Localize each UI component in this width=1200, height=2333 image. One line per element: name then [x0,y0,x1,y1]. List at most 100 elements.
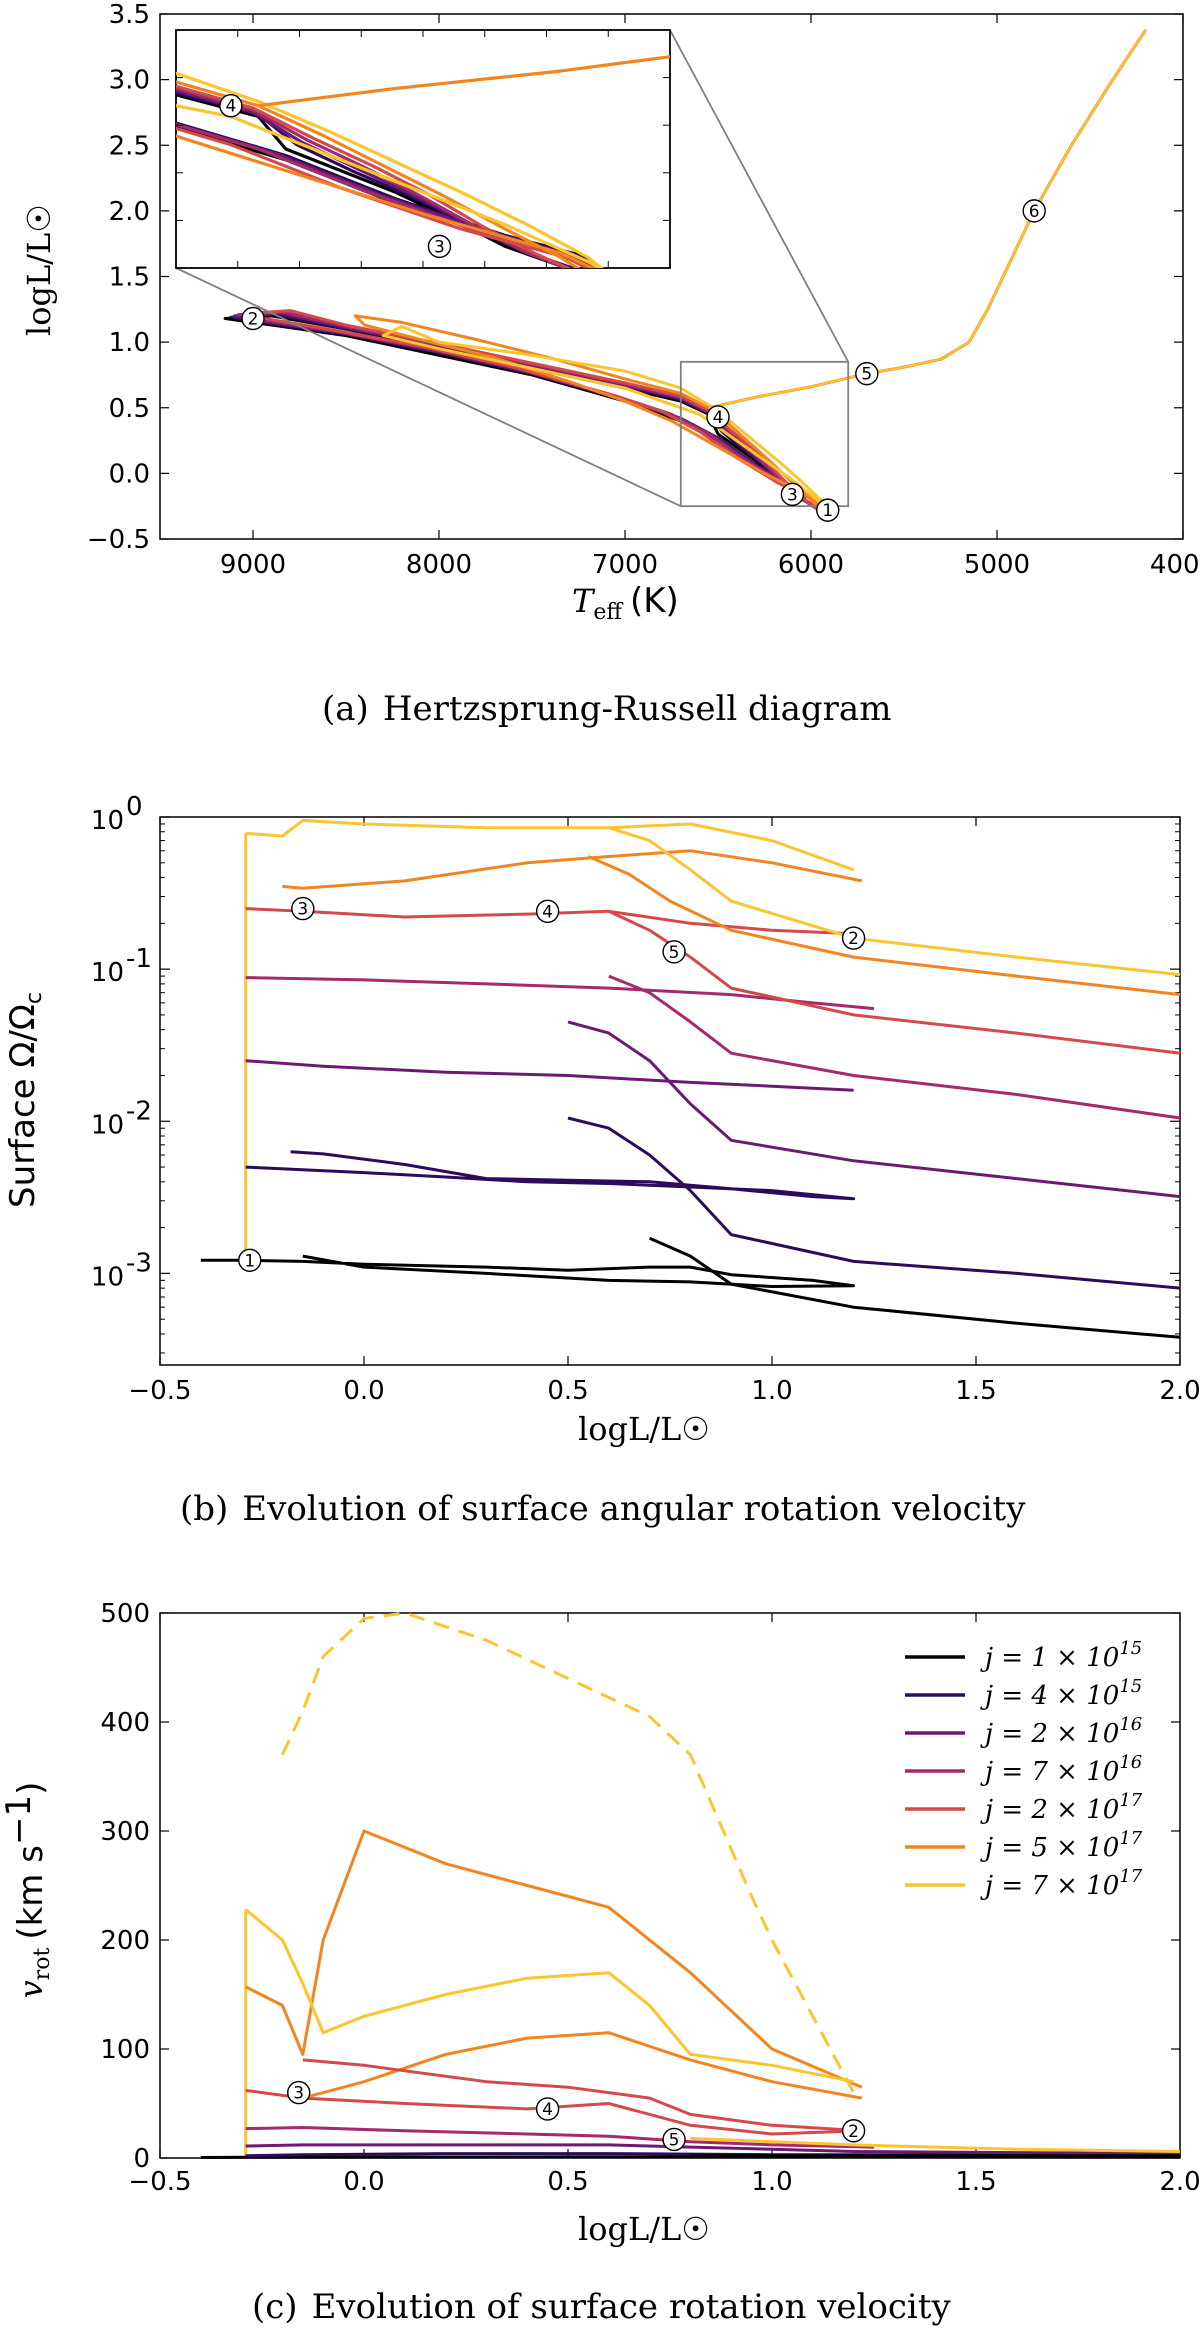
a-phase-marker-label: 1 [822,501,833,521]
c-y-tick-label: 200 [100,1926,150,1956]
c-phase-marker-circle [287,2080,311,2105]
a-zoom-connector [175,267,682,508]
c-series-j2e17 [245,2088,862,2136]
a-y-tick-label: 2.5 [109,131,150,161]
b-phase-marker: 5 [662,940,686,964]
panel-a-caption: (a) Hertzsprung-Russell diagram [322,689,891,729]
legend-label-base: j = 1 × 10 [980,1643,1119,1673]
b-x-tick-label: 1.5 [955,1376,996,1406]
c-y-tick-label: 400 [100,1708,150,1738]
panel-b-y-label: Surface Ω/Ωc [3,992,47,1208]
a-phase-marker: 5 [855,361,879,386]
panel-c-caption: (c) Evolution of surface rotation velocit… [252,2287,951,2327]
b-y-tick-label: 10 [91,806,124,836]
legend-label-exp: 16 [1119,1752,1142,1773]
c-phase-marker-label: 4 [542,2100,553,2120]
b-y-tick-exponent: -3 [126,1248,152,1278]
legend-label-exp: 15 [1119,1676,1142,1697]
b-y-tick-exponent: 0 [126,792,143,822]
legend-label-base: j = 4 × 10 [980,1681,1119,1711]
a-inset-lines [176,55,670,268]
legend-label: j = 1 × 1015 [980,1638,1142,1673]
b-phase-marker-label: 4 [542,902,553,922]
b-phase-marker: 4 [535,899,560,923]
a-phase-marker: 1 [816,498,840,522]
a-series-tracks_common [708,28,1148,410]
b-x-tick-label: 0.0 [343,1376,384,1406]
legend-label: j = 2 × 1017 [980,1790,1143,1825]
a-phase-marker-circle [780,482,805,507]
c-phase-marker: 5 [662,2127,686,2152]
a-series-j1e15 [223,314,826,512]
b-x-tick-label: −0.5 [128,1376,191,1406]
a-inset-phase-marker-label: 4 [225,97,236,117]
legend-label-base: j = 2 × 10 [980,1719,1119,1749]
legend-label-base: j = 7 × 10 [980,1871,1119,1901]
panel-c-rotation-velocity: −0.5 0.0 0.5 1.0 1.5 2.0 0 100 200 300 400 500 2 3 4… [0,1599,1200,2327]
a-phase-marker: 2 [241,306,265,331]
panel-c-y-label: vrot(km s−1) [0,1782,55,1999]
panel-c-markers: 2 3 4 5 [287,2080,866,2152]
a-phase-marker-circle [1022,199,1046,223]
b-y-tick-exponent: -1 [126,944,152,974]
legend-label-exp: 17 [1119,1828,1142,1849]
a-y-tick-label: 3.5 [109,0,150,30]
c-phase-marker: 3 [287,2080,311,2105]
a-phase-marker: 4 [706,405,730,429]
panel-a-markers: 1 2 3 4 5 6 4 3 [219,94,1046,522]
c-x-tick-label: 1.5 [955,2167,996,2197]
a-phase-marker-circle [241,306,265,331]
a-x-tick-label: 9000 [220,550,286,580]
legend-label: j = 2 × 1016 [980,1714,1142,1749]
c-series-j5e17 [245,1829,863,2089]
a-y-tick-label: 0.5 [109,394,150,424]
b-y-tick-label: 10 [91,1110,124,1140]
legend-item-j1e15: j = 1 × 1015 [905,1638,1142,1673]
a-series-j7e17 [381,324,835,517]
panel-a-y-ticks: −0.5 0.0 0.5 1.0 1.5 2.0 2.5 3.0 3.5 [87,0,1183,555]
a-zoom-box [679,360,850,508]
b-phase-marker-circle [841,926,866,950]
a-inset-series-j7e17 [176,71,604,268]
c-phase-marker-label: 5 [669,2130,680,2150]
a-series-j7e16 [236,310,826,515]
legend-item-j2e16: j = 2 × 1016 [905,1714,1142,1749]
a-phase-marker: 3 [780,482,805,507]
a-zoom-connector [669,29,849,363]
a-x-tick-label: 7000 [592,550,658,580]
panel-a-lines [223,28,1148,517]
a-inset-phase-marker-circle [427,234,452,259]
legend-item-j4e15: j = 4 × 1015 [905,1676,1142,1711]
c-x-tick-label: 1.0 [751,2167,792,2197]
a-phase-marker-label: 3 [787,485,798,505]
c-phase-marker-circle [841,2119,866,2143]
c-y-tick-label: 500 [100,1599,150,1629]
b-series-j4e15 [245,1150,856,1201]
c-x-tick-label: 0.0 [343,2167,384,2197]
a-y-tick-label: 1.0 [109,328,150,358]
c-series-j7e16 [245,2126,875,2149]
legend-label: j = 7 × 1017 [980,1866,1143,1901]
a-inset-phase-marker: 3 [427,234,452,259]
legend-item-j7e17: j = 7 × 1017 [905,1866,1143,1901]
c-series-j7e17_tail [690,2136,1181,2153]
b-x-tick-label: 1.0 [751,1376,792,1406]
panel-b-markers: 1 2 3 4 5 [238,896,866,1272]
c-phase-marker: 2 [841,2119,866,2143]
a-x-tick-label: 4000 [1150,550,1200,580]
b-series-j7e17_post [608,826,1181,977]
a-y-tick-label: 0.0 [109,459,150,489]
c-series-j2e17_b [302,2058,862,2133]
a-series-j4e15 [229,313,826,512]
panel-c-lines [200,1611,1181,2159]
c-x-tick-label: 2.0 [1159,2167,1200,2197]
panel-a-hr-diagram: 9000 8000 7000 6000 5000 4000 −0.5 0.0 0.5 1.0 1.… [20,0,1200,729]
panel-c-x-label: logL/L☉ [578,2210,710,2248]
legend-label-base: j = 5 × 10 [980,1833,1119,1863]
b-phase-marker: 2 [841,926,866,950]
a-series-j2e17 [247,309,827,516]
c-phase-marker-label: 2 [848,2122,859,2142]
